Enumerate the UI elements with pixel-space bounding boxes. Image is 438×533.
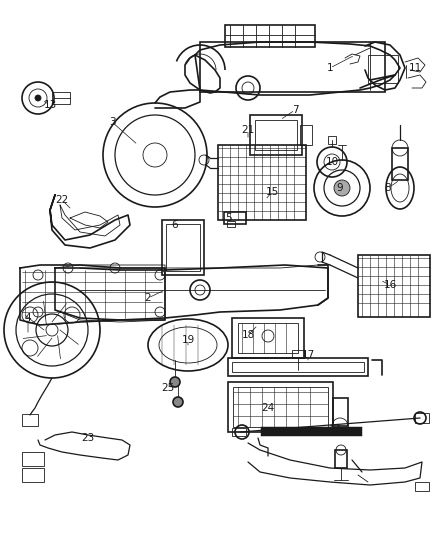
Bar — [262, 428, 360, 434]
Bar — [162, 220, 204, 275]
Text: 10: 10 — [325, 157, 339, 167]
Text: 9: 9 — [337, 183, 343, 193]
Bar — [166, 224, 200, 271]
Bar — [22, 452, 44, 466]
Circle shape — [170, 377, 180, 387]
Bar — [333, 398, 348, 426]
Text: 1: 1 — [327, 63, 333, 73]
Text: 15: 15 — [265, 187, 279, 197]
Polygon shape — [20, 265, 165, 325]
Bar — [358, 255, 430, 317]
Bar — [335, 450, 347, 468]
Text: 5: 5 — [225, 213, 231, 223]
Text: 23: 23 — [81, 433, 95, 443]
Text: 25: 25 — [161, 383, 175, 393]
Bar — [415, 413, 429, 423]
Bar — [250, 115, 302, 155]
Text: 17: 17 — [301, 350, 314, 360]
Text: 21: 21 — [241, 125, 254, 135]
Bar — [228, 382, 333, 432]
Bar — [227, 221, 235, 227]
Text: 22: 22 — [55, 195, 69, 205]
Bar — [232, 362, 364, 372]
Bar — [255, 120, 297, 150]
Bar — [232, 428, 246, 436]
Bar — [225, 25, 315, 47]
Text: 19: 19 — [181, 335, 194, 345]
Polygon shape — [50, 195, 130, 248]
Bar — [328, 136, 336, 144]
Text: 11: 11 — [408, 63, 422, 73]
Text: 14: 14 — [328, 425, 342, 435]
Circle shape — [35, 95, 41, 101]
Bar — [292, 350, 304, 358]
Text: 2: 2 — [145, 293, 151, 303]
Bar — [52, 92, 70, 104]
Polygon shape — [55, 265, 328, 320]
Bar — [224, 212, 246, 224]
Text: 18: 18 — [241, 330, 254, 340]
Circle shape — [334, 180, 350, 196]
Text: 8: 8 — [385, 183, 391, 193]
Bar — [228, 358, 368, 376]
Text: 24: 24 — [261, 403, 275, 413]
Bar — [392, 148, 408, 180]
Bar — [22, 414, 38, 426]
Text: 6: 6 — [172, 220, 178, 230]
Text: 13: 13 — [43, 100, 57, 110]
Text: 3: 3 — [109, 117, 115, 127]
Bar — [238, 323, 298, 353]
Text: 16: 16 — [383, 280, 397, 290]
Text: 7: 7 — [292, 105, 298, 115]
Bar — [200, 42, 385, 92]
Circle shape — [173, 397, 183, 407]
Bar — [233, 387, 328, 427]
Bar — [300, 125, 312, 145]
Bar — [368, 55, 398, 83]
Bar — [218, 145, 306, 220]
Text: 4: 4 — [25, 313, 31, 323]
Bar — [232, 318, 304, 358]
Bar — [415, 482, 429, 491]
Bar — [22, 468, 44, 482]
